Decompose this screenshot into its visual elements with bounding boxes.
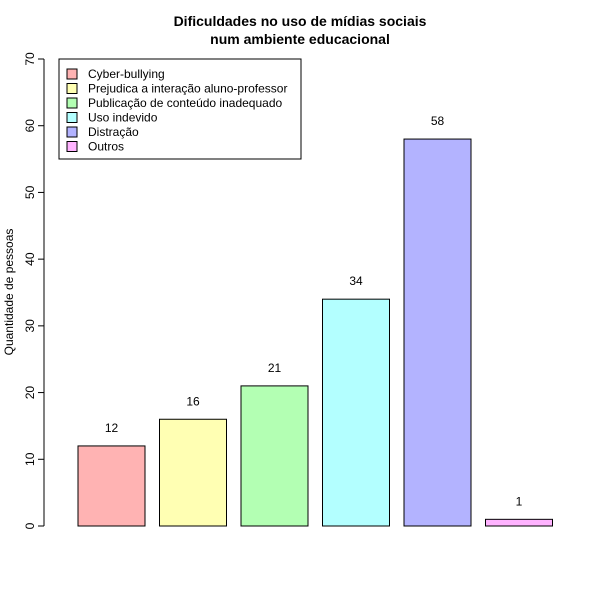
legend-swatch: [66, 126, 78, 138]
bar-value-label: 21: [268, 361, 282, 375]
legend-entry-label: Cyber-bullying: [88, 67, 165, 81]
bar: [159, 418, 227, 527]
legend-swatch: [66, 83, 78, 94]
y-axis: 0 10 20 30 40 50 60 70: [23, 52, 45, 529]
legend-swatch: [66, 141, 78, 152]
y-tick-label: 0: [23, 522, 37, 529]
y-axis-label: Quantidade de pessoas: [2, 229, 16, 356]
bar: [322, 298, 390, 527]
y-tick-label: 70: [23, 52, 37, 66]
y-tick-label: 60: [23, 119, 37, 133]
bar: [403, 138, 472, 527]
legend-entry-label: Uso indevido: [88, 111, 158, 125]
chart-title-line-1: Dificuldades no uso de mídias sociais: [174, 13, 427, 29]
bar: [485, 518, 553, 527]
legend-entry-label: Distração: [88, 125, 139, 139]
legend-box: [58, 58, 302, 160]
bar-value-label: 12: [105, 421, 119, 435]
chart-title-line-2: num ambiente educacional: [210, 31, 390, 47]
y-tick-label: 20: [23, 386, 37, 400]
bar-value-label: 58: [431, 114, 445, 128]
legend-entry-label: Prejudica a interação aluno-professor: [88, 82, 287, 96]
y-tick-label: 30: [23, 319, 37, 333]
bar-value-label: 1: [516, 494, 523, 508]
y-tick-label: 10: [23, 452, 37, 466]
bar-value-label: 16: [186, 394, 200, 408]
bars: 12 16 21 34 58 1: [77, 114, 553, 527]
legend-swatch: [66, 112, 78, 123]
legend-entry-label: Outros: [88, 140, 124, 154]
legend-entry-label: Publicação de conteúdo inadequado: [88, 96, 282, 110]
bar: [77, 445, 146, 527]
legend-swatch: [66, 97, 78, 109]
y-tick-label: 40: [23, 252, 37, 266]
bar-value-label: 34: [349, 274, 363, 288]
legend-swatch: [66, 68, 78, 80]
bar: [240, 385, 309, 527]
y-tick-label: 50: [23, 185, 37, 199]
